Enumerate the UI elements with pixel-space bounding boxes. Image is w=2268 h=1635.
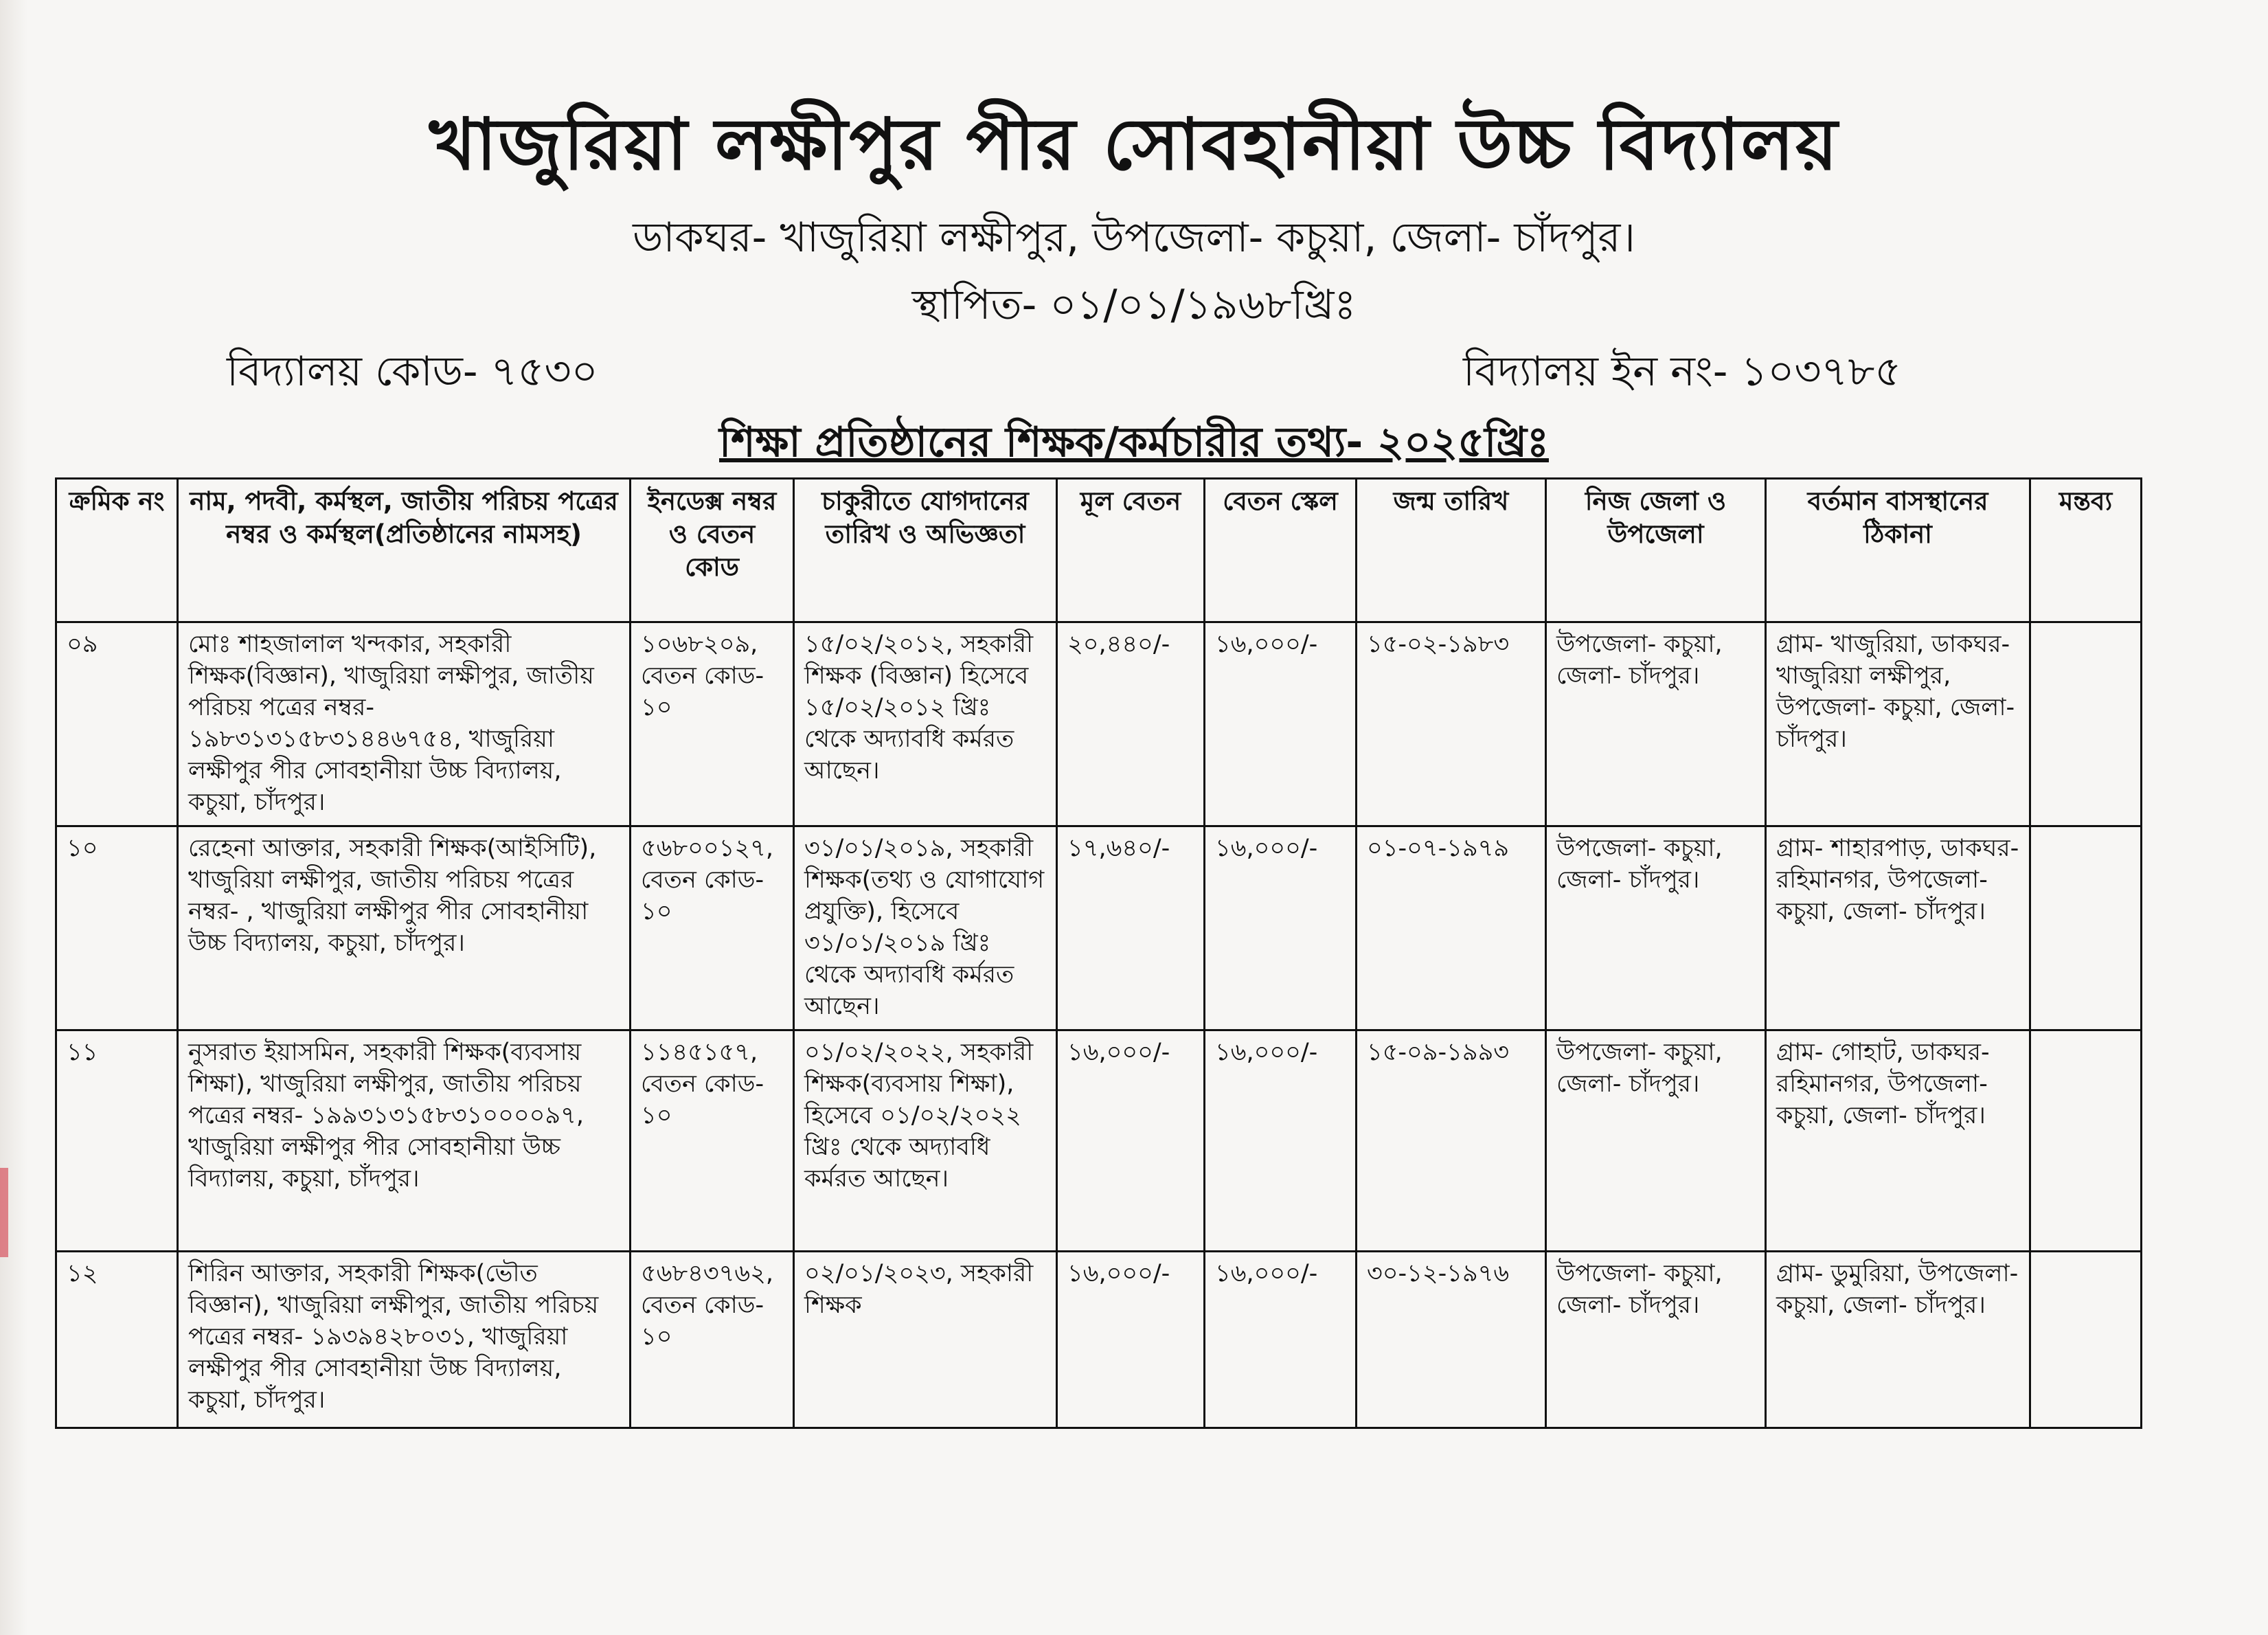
cell-joining: ৩১/০১/২০১৯, সহকারী শিক্ষক(তথ্য ও যোগাযোগ… (793, 825, 1058, 1031)
scan-mark (0, 1168, 8, 1257)
cell-details: নুসরাত ইয়াসমিন, সহকারী শিক্ষক(ব্যবসায় … (177, 1029, 631, 1252)
established-date: স্থাপিত- ০১/০১/১৯৬৮খ্রিঃ (911, 281, 1357, 329)
cell-index: ১১৪৫১৫৭, বেতন কোড- ১০ (629, 1029, 795, 1252)
cell-joining: ১৫/০২/২০১২, সহকারী শিক্ষক (বিজ্ঞান) হিসে… (793, 621, 1058, 827)
column-header: নিজ জেলা ও উপজেলা (1545, 477, 1767, 623)
column-header: ক্রমিক নং (55, 477, 179, 623)
column-header: ইনডেক্স নম্বর ও বেতন কোড (629, 477, 795, 623)
cell-remarks (2029, 1029, 2142, 1252)
cell-basic-pay: ১৬,০০০/- (1056, 1250, 1205, 1429)
cell-dob: ০১-০৭-১৯৭৯ (1355, 825, 1547, 1031)
cell-address: গ্রাম- খাজুরিয়া, ডাকঘর- খাজুরিয়া লক্ষী… (1765, 621, 2031, 827)
table-row: ১২ শিরিন আক্তার, সহকারী শিক্ষক(ভৌত বিজ্ঞা… (55, 1250, 2142, 1429)
cell-address: গ্রাম- গোহাট, ডাকঘর- রহিমানগর, উপজেলা- ক… (1765, 1029, 2031, 1252)
cell-dob: ১৫-০২-১৯৮৩ (1355, 621, 1547, 827)
cell-scale: ১৬,০০০/- (1203, 1250, 1357, 1429)
table-row: ১১ নুসরাত ইয়াসমিন, সহকারী শিক্ষক(ব্যবসায… (55, 1029, 2142, 1252)
cell-dob: ৩০-১২-১৯৭৬ (1355, 1250, 1547, 1429)
cell-serial: ১১ (55, 1029, 179, 1252)
cell-remarks (2029, 621, 2142, 827)
table-header-row: ক্রমিক নং নাম, পদবী, কর্মস্থল, জাতীয় পর… (55, 477, 2142, 623)
cell-basic-pay: ১৭,৬৪০/- (1056, 825, 1205, 1031)
cell-details: রেহেনা আক্তার, সহকারী শিক্ষক(আইসিটি), খা… (177, 825, 631, 1031)
column-header: বর্তমান বাসস্থানের ঠিকানা (1765, 477, 2031, 623)
document-heading: শিক্ষা প্রতিষ্ঠানের শিক্ষক/কর্মচারীর তথ্… (719, 418, 1549, 466)
cell-address: গ্রাম- শাহারপাড়, ডাকঘর- রহিমানগর, উপজেল… (1765, 825, 2031, 1031)
cell-details: শিরিন আক্তার, সহকারী শিক্ষক(ভৌত বিজ্ঞান)… (177, 1250, 631, 1429)
cell-serial: ১২ (55, 1250, 179, 1429)
page-shadow (0, 0, 27, 1635)
cell-joining: ০২/০১/২০২৩, সহকারী শিক্ষক (793, 1250, 1058, 1429)
school-name: খাজুরিয়া লক্ষীপুর পীর সোবহানীয়া উচ্চ ব… (429, 102, 1839, 186)
cell-index: ১০৬৮২০৯, বেতন কোড- ১০ (629, 621, 795, 827)
table-row: ১০ রেহেনা আক্তার, সহকারী শিক্ষক(আইসিটি), … (55, 825, 2142, 1031)
cell-basic-pay: ২০,৪৪০/- (1056, 621, 1205, 827)
cell-index: ৫৬৮০০১২৭, বেতন কোড- ১০ (629, 825, 795, 1031)
school-ein: বিদ্যালয় ইন নং- ১০৩৭৮৫ (1463, 348, 1902, 396)
cell-joining: ০১/০২/২০২২, সহকারী শিক্ষক(ব্যবসায় শিক্ষ… (793, 1029, 1058, 1252)
cell-serial: ০৯ (55, 621, 179, 827)
cell-home: উপজেলা- কচুয়া, জেলা- চাঁদপুর। (1545, 1250, 1767, 1429)
column-header: মন্তব্য (2029, 477, 2142, 623)
cell-index: ৫৬৮৪৩৭৬২, বেতন কোড- ১০ (629, 1250, 795, 1429)
cell-scale: ১৬,০০০/- (1203, 825, 1357, 1031)
school-address: ডাকঘর- খাজুরিয়া লক্ষীপুর, উপজেলা- কচুয়… (633, 214, 1635, 262)
cell-dob: ১৫-০৯-১৯৯৩ (1355, 1029, 1547, 1252)
column-header: মূল বেতন (1056, 477, 1205, 623)
cell-serial: ১০ (55, 825, 179, 1031)
cell-basic-pay: ১৬,০০০/- (1056, 1029, 1205, 1252)
table-row: ০৯ মোঃ শাহজালাল খন্দকার, সহকারী শিক্ষক(বি… (55, 621, 2142, 827)
cell-scale: ১৬,০০০/- (1203, 1029, 1357, 1252)
cell-scale: ১৬,০০০/- (1203, 621, 1357, 827)
cell-remarks (2029, 825, 2142, 1031)
staff-table: ক্রমিক নং নাম, পদবী, কর্মস্থল, জাতীয় পর… (55, 477, 2142, 1429)
column-header: চাকুরীতে যোগদানের তারিখ ও অভিজ্ঞতা (793, 477, 1058, 623)
cell-home: উপজেলা- কচুয়া, জেলা- চাঁদপুর। (1545, 1029, 1767, 1252)
school-code: বিদ্যালয় কোড- ৭৫৩০ (227, 348, 598, 396)
cell-home: উপজেলা- কচুয়া, জেলা- চাঁদপুর। (1545, 825, 1767, 1031)
column-header: নাম, পদবী, কর্মস্থল, জাতীয় পরিচয় পত্রে… (177, 477, 631, 623)
cell-address: গ্রাম- ডুমুরিয়া, উপজেলা- কচুয়া, জেলা- … (1765, 1250, 2031, 1429)
column-header: বেতন স্কেল (1203, 477, 1357, 623)
cell-remarks (2029, 1250, 2142, 1429)
column-header: জন্ম তারিখ (1355, 477, 1547, 623)
cell-home: উপজেলা- কচুয়া, জেলা- চাঁদপুর। (1545, 621, 1767, 827)
cell-details: মোঃ শাহজালাল খন্দকার, সহকারী শিক্ষক(বিজ্… (177, 621, 631, 827)
